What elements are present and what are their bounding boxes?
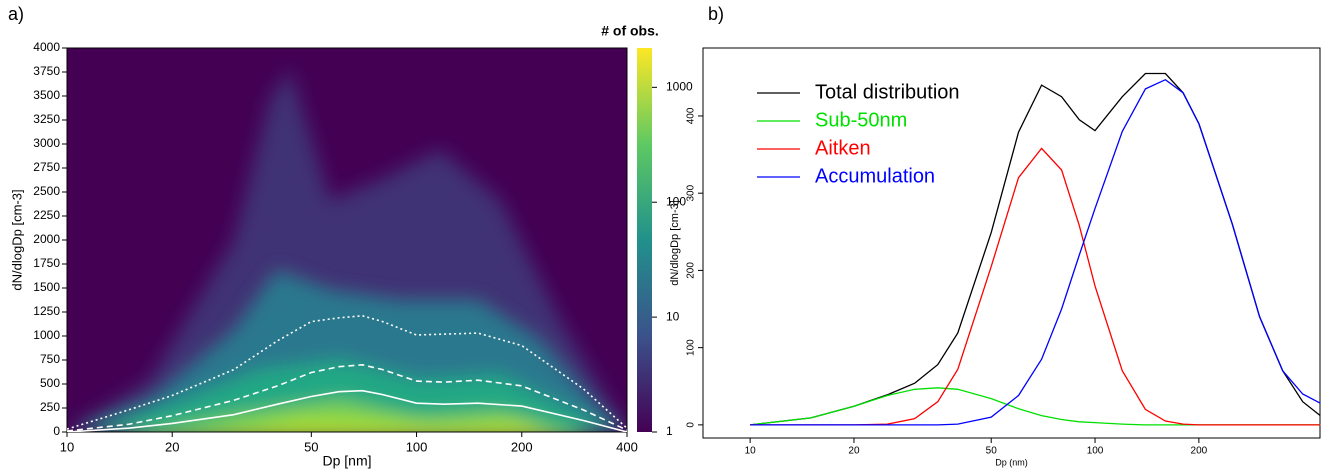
legend-label: Sub-50nm [815,109,907,131]
y-tick-label: 100 [686,339,697,356]
x-axis-label: Dp [nm] [322,453,371,469]
y-tick-label: 250 [40,400,60,414]
y-tick-label: 1250 [33,304,60,318]
y-tick-label: 400 [686,107,697,124]
y-tick-label: 2500 [33,184,60,198]
colorbar-tick-label: 1000 [666,80,693,94]
y-tick-label: 200 [686,262,697,279]
series-line [750,147,1321,426]
heatmap [67,48,627,432]
y-tick-label: 2250 [33,208,60,222]
x-axis-label: Dp (nm) [995,457,1028,467]
y-tick-label: 1750 [33,256,60,270]
y-tick-label: 2750 [33,160,60,174]
y-tick-label: 3500 [33,88,60,102]
y-tick-label: 500 [40,376,60,390]
y-tick-label: 300 [686,184,697,201]
legend-label: Accumulation [815,165,935,187]
y-tick-label: 0 [686,422,697,428]
y-tick-label: 3000 [33,136,60,150]
x-tick-label: 200 [511,439,533,454]
series-line [67,363,627,432]
y-axis-label: dN/dlogDp [cm-3] [9,189,24,290]
legend-label: Total distribution [815,81,960,103]
series-line [750,78,1321,426]
series-line [750,387,1321,426]
colorbar-title: # of obs. [601,23,659,39]
y-tick-label: 3250 [33,112,60,126]
x-tick-label: 50 [986,446,998,457]
x-tick-label: 20 [165,439,179,454]
plot-frame [702,47,1321,439]
panel-label: a) [8,4,24,24]
x-tick-label: 10 [745,446,757,457]
legend-label: Aitken [815,137,871,159]
y-tick-label: 1500 [33,280,60,294]
x-tick-label: 400 [616,439,638,454]
y-tick-label: 1000 [33,328,60,342]
y-tick-label: 4000 [33,40,60,54]
y-tick-label: 2000 [33,232,60,246]
colorbar-tick-label: 1 [666,424,673,438]
colorbar-tick-label: 100 [666,194,686,208]
y-tick-label: 750 [40,352,60,366]
series-line [67,389,627,432]
y-tick-label: 3750 [33,64,60,78]
x-tick-label: 20 [848,446,860,457]
x-tick-label: 200 [1191,446,1208,457]
y-axis-label: dN/dlogDp [cm-3] [669,200,681,286]
x-tick-label: 10 [60,439,74,454]
x-tick-label: 50 [304,439,318,454]
colorbar-tick-label: 10 [666,309,680,323]
x-tick-label: 100 [1087,446,1104,457]
y-tick-label: 0 [53,424,60,438]
colorbar [637,48,652,432]
x-tick-label: 100 [406,439,428,454]
panel-label: b) [708,4,724,24]
